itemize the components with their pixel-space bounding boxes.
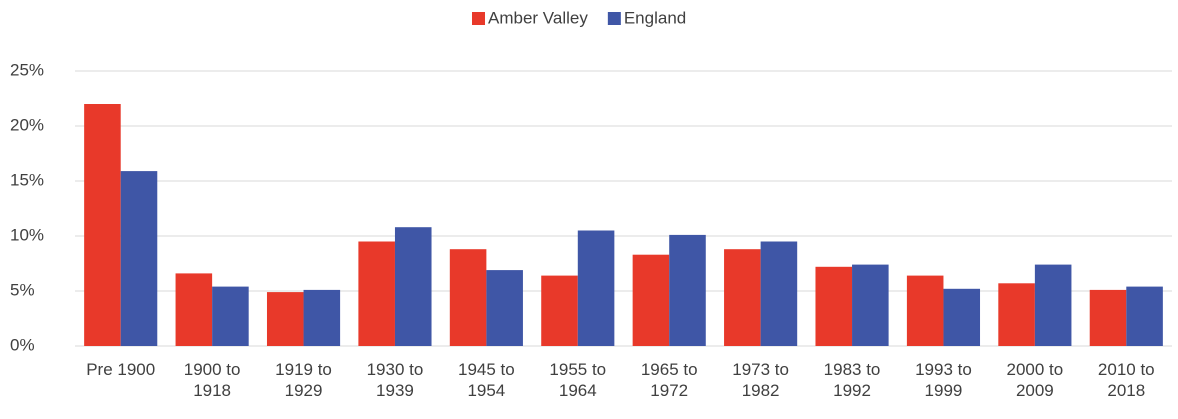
bar <box>303 289 341 346</box>
legend-label: Amber Valley <box>488 8 588 27</box>
y-tick-label: 0% <box>10 335 35 354</box>
x-tick-label: 1983 to 1992 <box>823 360 881 400</box>
x-tick-label: Pre 1900 <box>86 360 156 379</box>
bar <box>449 249 487 346</box>
bar <box>724 249 761 346</box>
bar <box>84 104 121 346</box>
x-tick-label: 1900 to 1918 <box>183 360 241 400</box>
bar <box>394 227 432 346</box>
bar <box>1126 286 1163 346</box>
bar <box>577 230 615 346</box>
x-tick-label-box: 1900 to 1918 <box>183 360 241 400</box>
x-tick-label-box: 1930 to 1939 <box>366 360 424 400</box>
x-tick-label-box: 1919 to 1929 <box>275 360 332 400</box>
x-tick-label: 1945 to 1954 <box>457 360 515 400</box>
bar <box>175 273 213 346</box>
legend-swatch <box>607 12 621 25</box>
bar <box>632 254 670 346</box>
x-tick-label-box: 1983 to 1992 <box>823 360 881 400</box>
bar <box>541 275 578 346</box>
x-tick-label: 1955 to 1964 <box>549 360 607 400</box>
y-tick-label: 20% <box>10 115 44 134</box>
y-tick-label: 15% <box>10 170 44 189</box>
bar <box>760 241 798 346</box>
x-tick-label: 1919 to 1929 <box>275 360 332 400</box>
y-tick-label: 25% <box>10 60 44 79</box>
bar <box>358 241 395 346</box>
bar <box>669 234 706 346</box>
bar <box>906 275 944 346</box>
x-tick-label-box: 2010 to 2018 <box>1097 360 1155 400</box>
bar <box>1034 264 1072 346</box>
x-tick-label-box: 1945 to 1954 <box>457 360 515 400</box>
y-tick-label: 5% <box>10 280 35 299</box>
x-tick-label-box: 1993 to 1999 <box>915 360 972 400</box>
x-tick-label: 1973 to 1982 <box>732 360 789 400</box>
x-tick-label: 1930 to 1939 <box>366 360 424 400</box>
legend-swatch <box>472 12 485 25</box>
x-tick-label: 1993 to 1999 <box>915 360 972 400</box>
x-tick-label-box: 1955 to 1964 <box>549 360 607 400</box>
y-tick-label: 10% <box>10 225 44 244</box>
x-tick-label: 1965 to 1972 <box>640 360 698 400</box>
x-tick-label: 2010 to 2018 <box>1097 360 1155 400</box>
x-tick-label: 2000 to 2009 <box>1006 360 1064 400</box>
bar <box>943 288 981 346</box>
x-tick-label-box: Pre 1900 <box>86 360 156 379</box>
bar <box>852 264 889 346</box>
bar <box>1089 289 1127 346</box>
x-tick-label-box: 2000 to 2009 <box>1006 360 1064 400</box>
bar <box>486 270 523 346</box>
bar <box>998 283 1035 346</box>
bar <box>120 171 158 346</box>
legend-label: England <box>624 8 686 27</box>
x-tick-label-box: 1973 to 1982 <box>732 360 789 400</box>
bar <box>815 266 853 346</box>
x-tick-label-box: 1965 to 1972 <box>640 360 698 400</box>
bar <box>212 286 249 346</box>
bar <box>266 292 304 346</box>
legend: Amber Valley England <box>472 8 686 27</box>
